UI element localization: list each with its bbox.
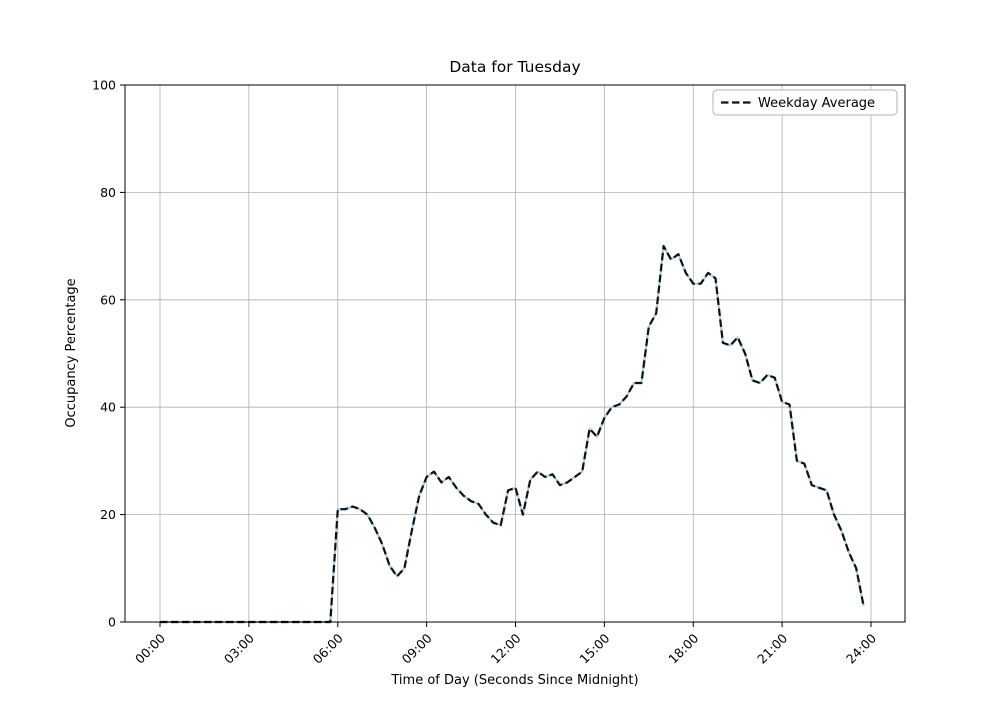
y-tick-label: 20 [100,507,116,522]
chart-title: Data for Tuesday [449,58,580,76]
y-tick-label: 80 [100,185,116,200]
y-axis: 0 20 40 60 80 100 [92,78,125,630]
y-tick-label: 60 [100,292,116,307]
y-tick-label: 0 [108,615,116,630]
legend: Weekday Average [712,89,898,116]
plot-area [125,85,905,622]
legend-box [712,89,898,116]
y-axis-label: Occupancy Percentage [64,278,79,427]
y-tick-label: 40 [100,400,116,415]
x-axis-label: Time of Day (Seconds Since Midnight) [390,673,638,688]
y-tick-label: 100 [92,78,116,93]
legend-label: Weekday Average [758,96,875,111]
